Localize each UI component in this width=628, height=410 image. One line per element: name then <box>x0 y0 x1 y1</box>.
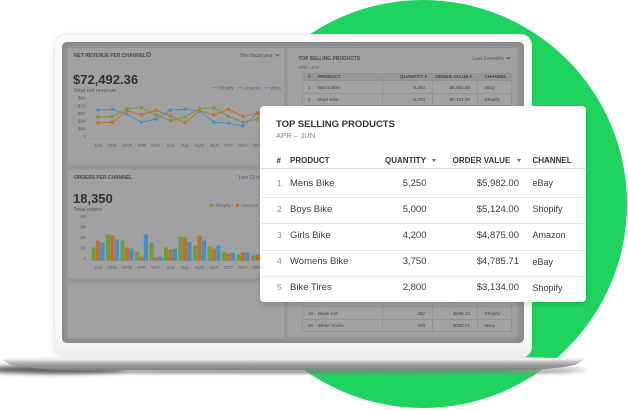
svg-text:Shopify: Shopify <box>216 203 232 208</box>
svg-text:SEP: SEP <box>210 265 219 270</box>
svg-text:MAR: MAR <box>122 143 132 148</box>
svg-text:JUL: JUL <box>181 143 189 148</box>
svg-text:MAY: MAY <box>151 143 160 148</box>
svg-text:OCT: OCT <box>224 265 234 270</box>
svg-text:1K: 1K <box>80 245 87 250</box>
svg-text:JUN: JUN <box>166 265 175 270</box>
svg-text:SEP: SEP <box>210 143 219 148</box>
svg-text:NOV: NOV <box>238 265 248 270</box>
svg-text:$7K: $7K <box>78 103 87 108</box>
svg-text:Shopify: Shopify <box>219 85 235 90</box>
svg-text:JUL: JUL <box>181 265 189 270</box>
svg-text:FEB: FEB <box>108 143 117 148</box>
svg-text:Amazon: Amazon <box>244 85 261 90</box>
svg-text:APR: APR <box>137 143 146 148</box>
svg-text:0: 0 <box>83 256 86 261</box>
svg-text:APR: APR <box>137 265 146 270</box>
svg-text:FEB: FEB <box>108 265 117 270</box>
svg-text:eBay: eBay <box>271 85 282 90</box>
svg-text:MAR: MAR <box>122 265 132 270</box>
svg-text:DEC: DEC <box>253 265 262 270</box>
svg-text:Amazon: Amazon <box>242 203 259 208</box>
svg-text:AUG: AUG <box>195 265 205 270</box>
svg-text:3K: 3K <box>80 225 87 230</box>
svg-text:OCT: OCT <box>224 143 234 148</box>
svg-text:JUN: JUN <box>166 143 175 148</box>
svg-text:JAN: JAN <box>94 143 102 148</box>
svg-text:MAY: MAY <box>151 265 160 270</box>
svg-text:DEC: DEC <box>253 143 262 148</box>
svg-text:$1K: $1K <box>78 126 87 131</box>
svg-text:$9K: $9K <box>78 96 87 101</box>
svg-text:$3K: $3K <box>78 119 87 124</box>
svg-text:NOV: NOV <box>238 143 248 148</box>
svg-text:4K: 4K <box>80 214 87 219</box>
svg-text:AUG: AUG <box>195 143 205 148</box>
svg-text:$5K: $5K <box>78 111 87 116</box>
svg-text:2K: 2K <box>80 235 87 240</box>
svg-text:0: 0 <box>83 134 86 139</box>
svg-text:JAN: JAN <box>94 265 102 270</box>
